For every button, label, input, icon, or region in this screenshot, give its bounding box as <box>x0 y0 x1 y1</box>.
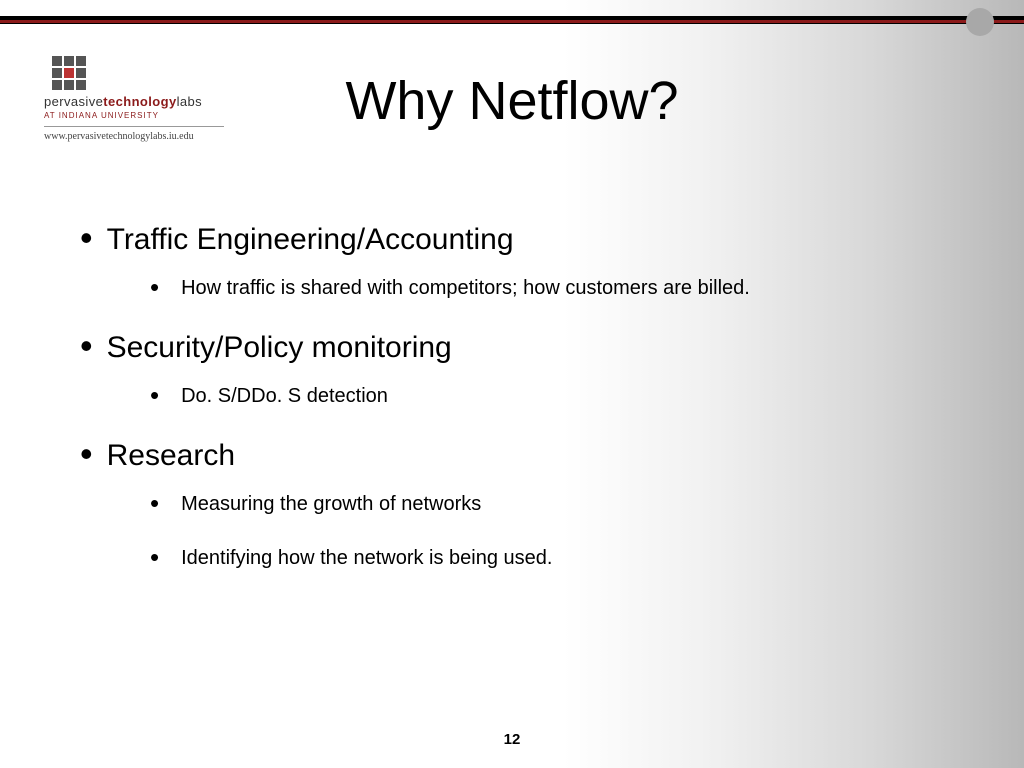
logo-block: pervasivetechnologylabs AT INDIANA UNIVE… <box>44 56 254 142</box>
bullet-l1: • Traffic Engineering/Accounting <box>80 220 984 260</box>
slide: pervasivetechnologylabs AT INDIANA UNIVE… <box>0 0 1024 768</box>
bullet-icon: • <box>80 328 93 364</box>
logo-word3: labs <box>177 94 202 109</box>
bullet-text: Security/Policy monitoring <box>107 328 452 368</box>
bullet-text: Traffic Engineering/Accounting <box>107 220 514 260</box>
logo-word2: technology <box>103 94 176 109</box>
bullet-l2: • Do. S/DDo. S detection <box>150 382 984 410</box>
bullet-l2: • How traffic is shared with competitors… <box>150 274 984 302</box>
bullet-text: Do. S/DDo. S detection <box>181 382 388 410</box>
bullet-icon: • <box>150 490 159 516</box>
bullet-text: Identifying how the network is being use… <box>181 544 552 572</box>
bullet-l2: • Measuring the growth of networks <box>150 490 984 518</box>
corner-dot-icon <box>966 8 994 36</box>
logo-icon <box>52 56 86 90</box>
bullet-l1: • Security/Policy monitoring <box>80 328 984 368</box>
bullet-l1: • Research <box>80 436 984 476</box>
logo-line2: AT INDIANA UNIVERSITY <box>44 111 224 127</box>
logo-line1: pervasivetechnologylabs <box>44 94 254 109</box>
bullet-text: Measuring the growth of networks <box>181 490 481 518</box>
bullet-l2: • Identifying how the network is being u… <box>150 544 984 572</box>
content-area: • Traffic Engineering/Accounting • How t… <box>80 220 984 598</box>
bullet-icon: • <box>150 382 159 408</box>
page-number: 12 <box>504 731 521 748</box>
logo-word1: pervasive <box>44 94 103 109</box>
bullet-icon: • <box>80 436 93 472</box>
bullet-icon: • <box>150 544 159 570</box>
slide-title: Why Netflow? <box>345 70 678 132</box>
bullet-icon: • <box>80 220 93 256</box>
bullet-text: How traffic is shared with competitors; … <box>181 274 750 302</box>
bullet-icon: • <box>150 274 159 300</box>
accent-bar <box>0 16 1024 24</box>
logo-url: www.pervasivetechnologylabs.iu.edu <box>44 131 254 142</box>
bullet-text: Research <box>107 436 235 476</box>
